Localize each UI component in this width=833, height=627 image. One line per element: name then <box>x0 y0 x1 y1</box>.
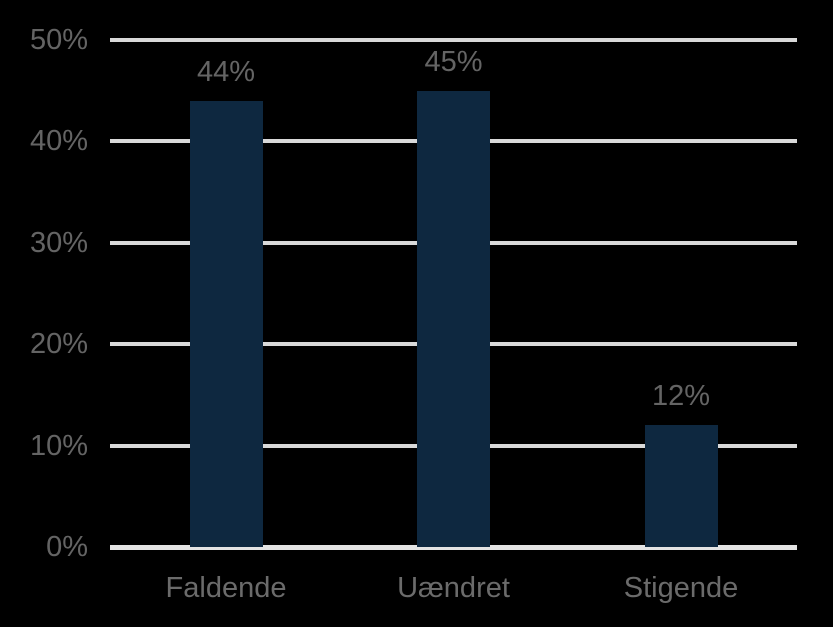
y-axis-tick-label: 30% <box>29 226 88 259</box>
gridline <box>110 38 797 42</box>
bar-stigende <box>644 425 718 547</box>
bar-faldende <box>189 100 263 547</box>
y-axis-tick-label: 10% <box>29 429 88 462</box>
y-axis-tick-label: 0% <box>46 531 88 563</box>
x-axis-category-label: Faldende <box>165 572 287 604</box>
bar-uændret <box>417 90 490 547</box>
y-axis-tick-label: 40% <box>29 125 88 158</box>
x-axis-line <box>110 544 797 550</box>
bar-value-label: 44% <box>196 55 256 88</box>
x-axis-category-label: Uændret <box>397 572 510 604</box>
y-axis-tick-label: 20% <box>29 328 88 361</box>
x-axis-category-label: Stigende <box>623 572 739 604</box>
bar-value-label: 45% <box>424 45 483 78</box>
bar-value-label: 12% <box>651 380 711 413</box>
y-axis-tick-label: 50% <box>29 24 88 56</box>
